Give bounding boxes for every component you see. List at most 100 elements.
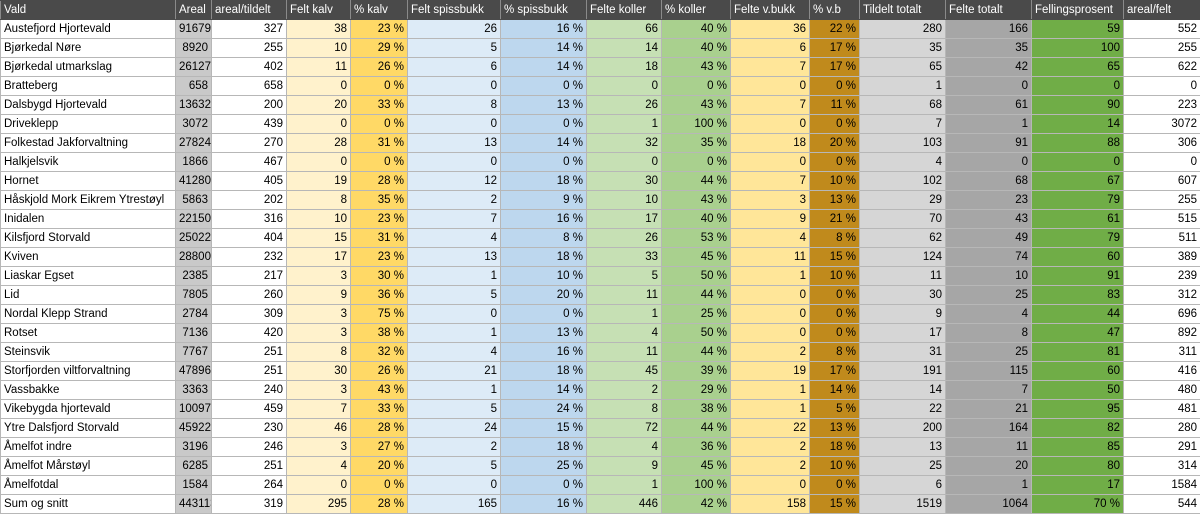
felte-koller-cell[interactable]: 72 — [587, 419, 662, 438]
col-header-felt-kalv[interactable]: Felt kalv — [287, 1, 351, 20]
areal-cell[interactable]: 13632 — [176, 96, 212, 115]
pct-spissbukk-cell[interactable]: 14 % — [501, 58, 587, 77]
areal-cell[interactable]: 27824 — [176, 134, 212, 153]
col-header-pct-koller[interactable]: % koller — [662, 1, 731, 20]
pct-vb-cell[interactable]: 0 % — [810, 115, 860, 134]
tildelt-totalt-cell[interactable]: 280 — [860, 20, 946, 39]
pct-kalv-cell[interactable]: 38 % — [351, 324, 408, 343]
pct-kalv-cell[interactable]: 36 % — [351, 286, 408, 305]
tildelt-totalt-cell[interactable]: 70 — [860, 210, 946, 229]
felt-spissbukk-cell[interactable]: 7 — [408, 210, 501, 229]
areal-tildelt-cell[interactable]: 251 — [212, 343, 287, 362]
felte-vbukk-cell[interactable]: 0 — [731, 305, 810, 324]
tildelt-totalt-cell[interactable]: 9 — [860, 305, 946, 324]
felte-vbukk-cell[interactable]: 0 — [731, 153, 810, 172]
felt-spissbukk-cell[interactable]: 13 — [408, 248, 501, 267]
felte-koller-cell[interactable]: 17 — [587, 210, 662, 229]
vald-cell[interactable]: Håskjold Mork Eikrem Ytrestøyl — [1, 191, 176, 210]
areal-felt-cell[interactable]: 622 — [1124, 58, 1200, 77]
pct-vb-cell[interactable]: 13 % — [810, 419, 860, 438]
areal-tildelt-cell[interactable]: 246 — [212, 438, 287, 457]
pct-koller-cell[interactable]: 44 % — [662, 172, 731, 191]
felte-totalt-cell[interactable]: 61 — [946, 96, 1032, 115]
felte-totalt-cell[interactable]: 68 — [946, 172, 1032, 191]
pct-spissbukk-cell[interactable]: 25 % — [501, 457, 587, 476]
pct-kalv-cell[interactable]: 27 % — [351, 438, 408, 457]
areal-cell[interactable]: 28800 — [176, 248, 212, 267]
tildelt-totalt-cell[interactable]: 1519 — [860, 495, 946, 514]
pct-vb-cell[interactable]: 0 % — [810, 305, 860, 324]
pct-vb-cell[interactable]: 0 % — [810, 153, 860, 172]
pct-kalv-cell[interactable]: 0 % — [351, 77, 408, 96]
fellingsprosent-cell[interactable]: 79 — [1032, 191, 1124, 210]
felte-totalt-cell[interactable]: 1 — [946, 476, 1032, 495]
felt-kalv-cell[interactable]: 17 — [287, 248, 351, 267]
felt-spissbukk-cell[interactable]: 26 — [408, 20, 501, 39]
areal-felt-cell[interactable]: 389 — [1124, 248, 1200, 267]
areal-cell[interactable]: 26127 — [176, 58, 212, 77]
felt-kalv-cell[interactable]: 15 — [287, 229, 351, 248]
pct-vb-cell[interactable]: 0 % — [810, 324, 860, 343]
pct-spissbukk-cell[interactable]: 13 % — [501, 324, 587, 343]
areal-cell[interactable]: 3072 — [176, 115, 212, 134]
areal-cell[interactable]: 10097 — [176, 400, 212, 419]
vald-cell[interactable]: Driveklepp — [1, 115, 176, 134]
areal-felt-cell[interactable]: 291 — [1124, 438, 1200, 457]
tildelt-totalt-cell[interactable]: 7 — [860, 115, 946, 134]
fellingsprosent-cell[interactable]: 81 — [1032, 343, 1124, 362]
pct-vb-cell[interactable]: 17 % — [810, 39, 860, 58]
vald-cell[interactable]: Storfjorden viltforvaltning — [1, 362, 176, 381]
pct-vb-cell[interactable]: 8 % — [810, 343, 860, 362]
areal-cell[interactable]: 7136 — [176, 324, 212, 343]
felte-koller-cell[interactable]: 9 — [587, 457, 662, 476]
tildelt-totalt-cell[interactable]: 191 — [860, 362, 946, 381]
felte-totalt-cell[interactable]: 11 — [946, 438, 1032, 457]
pct-koller-cell[interactable]: 40 % — [662, 20, 731, 39]
felt-kalv-cell[interactable]: 3 — [287, 381, 351, 400]
areal-tildelt-cell[interactable]: 251 — [212, 457, 287, 476]
areal-felt-cell[interactable]: 314 — [1124, 457, 1200, 476]
felt-kalv-cell[interactable]: 10 — [287, 39, 351, 58]
felt-spissbukk-cell[interactable]: 5 — [408, 400, 501, 419]
felt-spissbukk-cell[interactable]: 0 — [408, 77, 501, 96]
vald-cell[interactable]: Ytre Dalsfjord Storvald — [1, 419, 176, 438]
felt-spissbukk-cell[interactable]: 1 — [408, 324, 501, 343]
tildelt-totalt-cell[interactable]: 200 — [860, 419, 946, 438]
felte-koller-cell[interactable]: 66 — [587, 20, 662, 39]
pct-vb-cell[interactable]: 17 % — [810, 58, 860, 77]
felt-spissbukk-cell[interactable]: 0 — [408, 153, 501, 172]
vald-cell[interactable]: Halkjelsvik — [1, 153, 176, 172]
pct-kalv-cell[interactable]: 75 % — [351, 305, 408, 324]
felte-totalt-cell[interactable]: 21 — [946, 400, 1032, 419]
felte-koller-cell[interactable]: 14 — [587, 39, 662, 58]
areal-tildelt-cell[interactable]: 260 — [212, 286, 287, 305]
felte-koller-cell[interactable]: 1 — [587, 305, 662, 324]
felt-kalv-cell[interactable]: 0 — [287, 77, 351, 96]
pct-vb-cell[interactable]: 17 % — [810, 362, 860, 381]
areal-felt-cell[interactable]: 480 — [1124, 381, 1200, 400]
vald-cell[interactable]: Vikebygda hjortevald — [1, 400, 176, 419]
felte-vbukk-cell[interactable]: 7 — [731, 58, 810, 77]
felte-vbukk-cell[interactable]: 6 — [731, 39, 810, 58]
pct-vb-cell[interactable]: 8 % — [810, 229, 860, 248]
pct-koller-cell[interactable]: 50 % — [662, 267, 731, 286]
felt-kalv-cell[interactable]: 46 — [287, 419, 351, 438]
areal-tildelt-cell[interactable]: 251 — [212, 362, 287, 381]
areal-tildelt-cell[interactable]: 467 — [212, 153, 287, 172]
areal-felt-cell[interactable]: 416 — [1124, 362, 1200, 381]
felt-kalv-cell[interactable]: 19 — [287, 172, 351, 191]
pct-vb-cell[interactable]: 5 % — [810, 400, 860, 419]
felte-totalt-cell[interactable]: 25 — [946, 286, 1032, 305]
areal-cell[interactable]: 7767 — [176, 343, 212, 362]
vald-cell[interactable]: Vassbakke — [1, 381, 176, 400]
pct-kalv-cell[interactable]: 0 % — [351, 153, 408, 172]
felte-totalt-cell[interactable]: 7 — [946, 381, 1032, 400]
